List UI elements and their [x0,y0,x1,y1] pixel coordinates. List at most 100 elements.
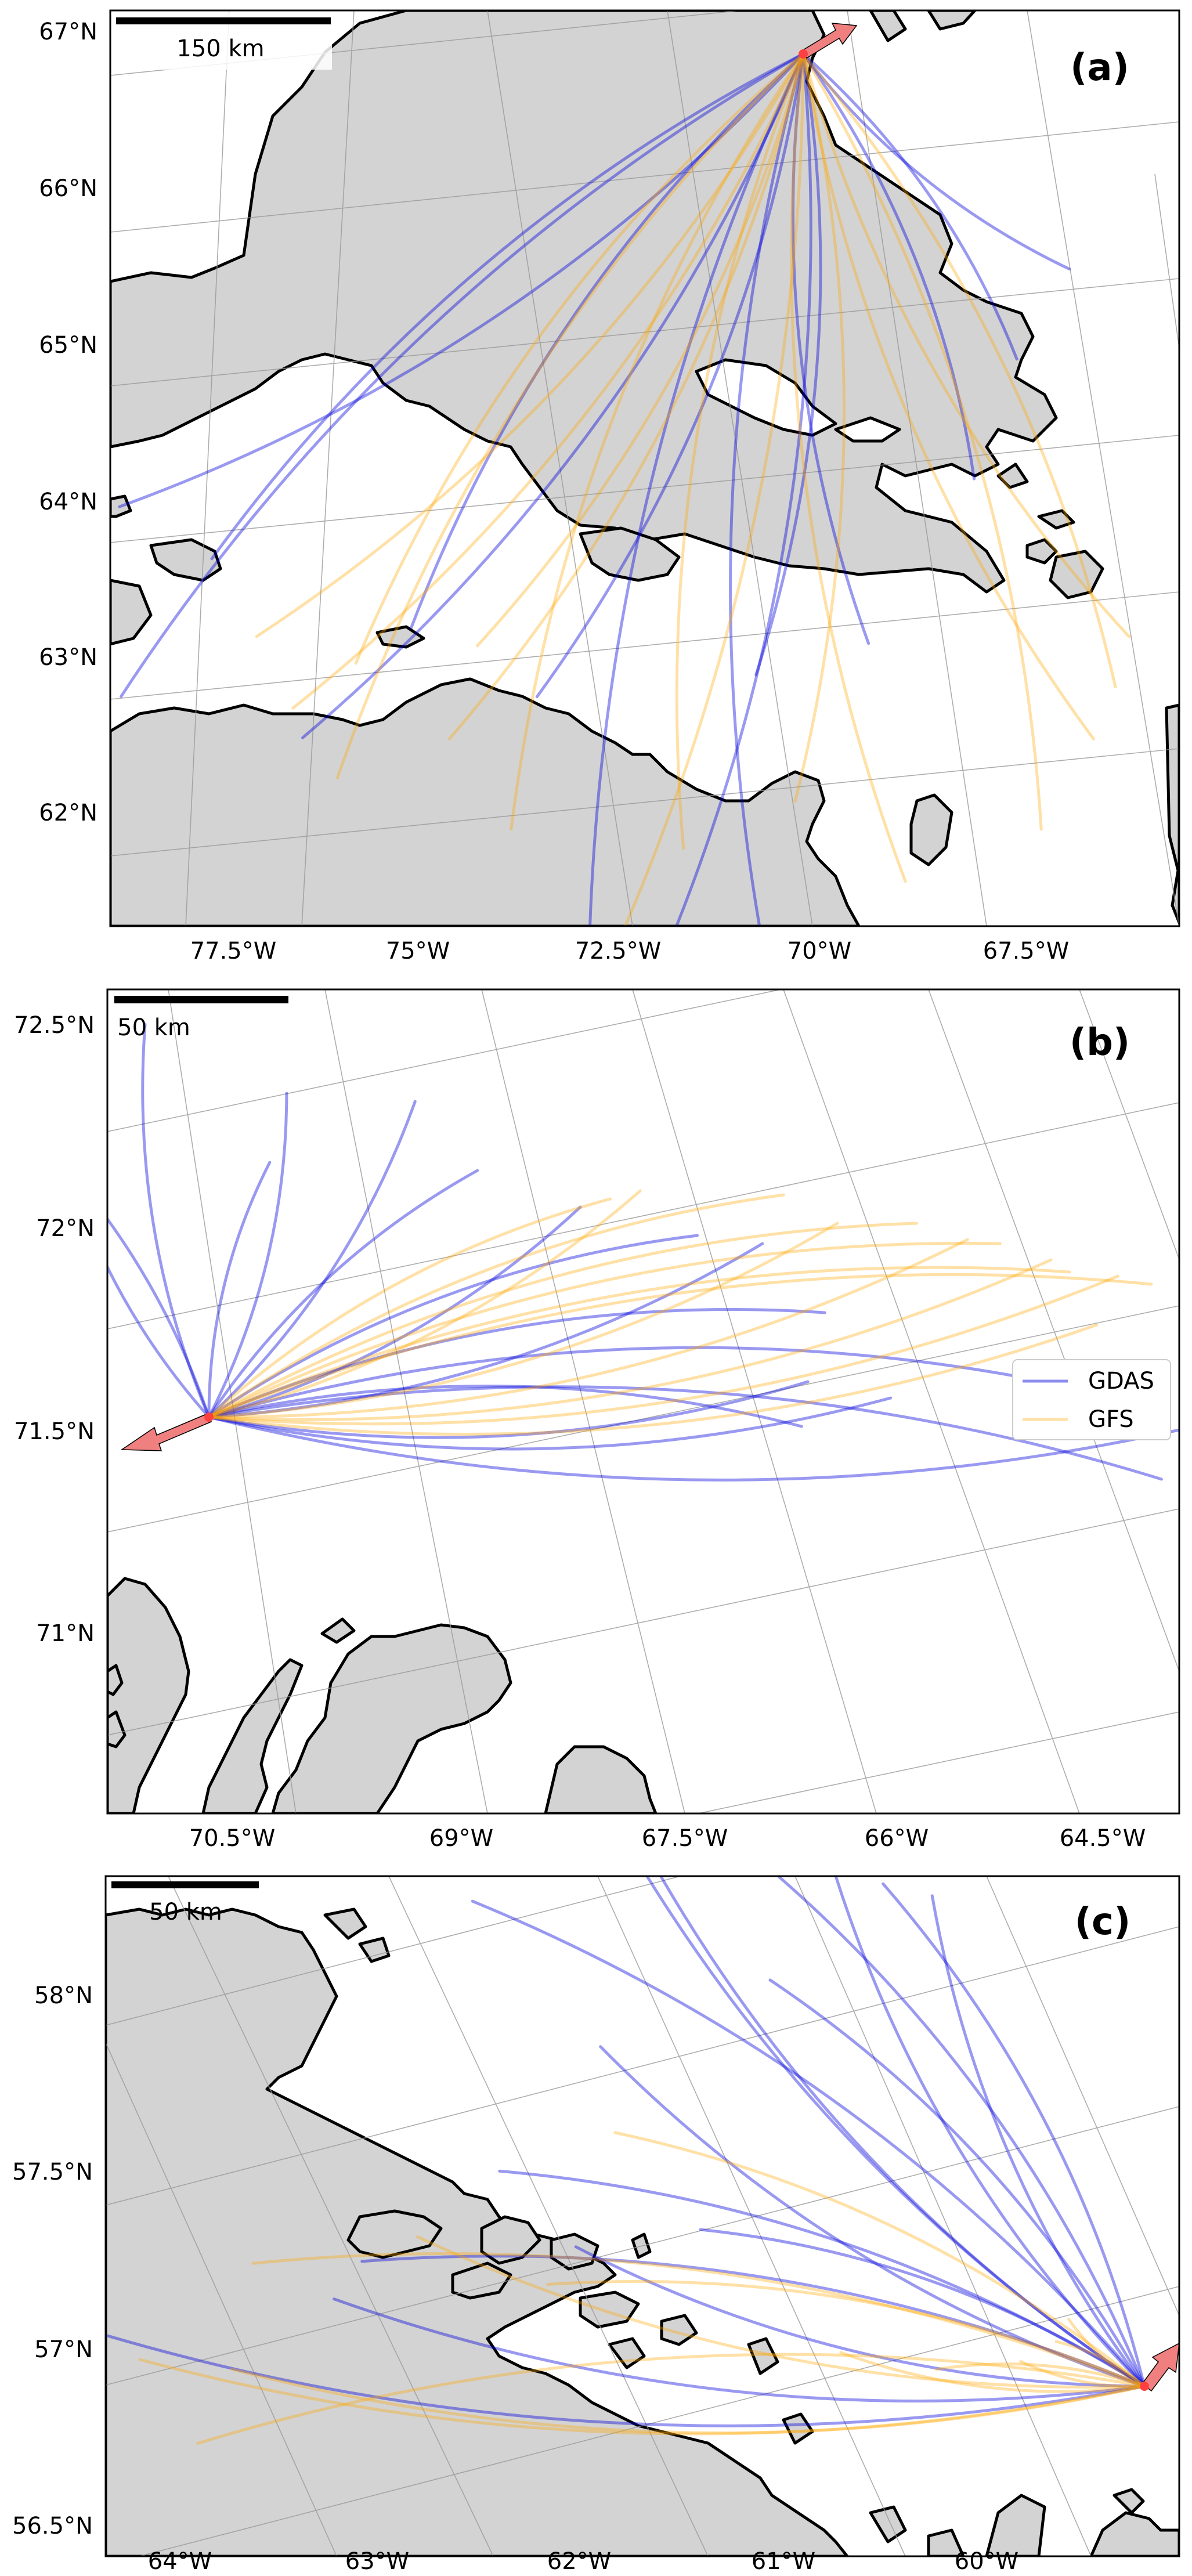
trajectory-gdas [699,2228,1146,2388]
panel-c-trajectories [106,1876,1146,2445]
panel-b-graticule [107,989,1179,1813]
trajectory-gdas [574,2245,1146,2388]
trajectory-gfs [1054,2340,1146,2388]
trajectory-gdas [498,2169,1146,2388]
panel-b-land [107,1577,658,1813]
trajectory-gfs [207,1193,785,1419]
panel-a-lon-tick: 75°W [386,938,450,964]
panel-a-trajectories [118,52,1131,926]
panel-a-lat-tick: 62°N [39,800,97,826]
panel-b-lon-tick: 66°W [865,1825,929,1852]
trajectory-gdas [333,2297,1146,2402]
trajectory-gfs [230,2368,1146,2434]
panel-a-lon-tick: 77.5°W [190,938,277,964]
panel-b-scale-label: 50 km [117,1014,190,1041]
trajectory-gfs [138,2358,1146,2436]
trajectory-gdas [588,52,805,926]
trajectory-gfs [207,1238,969,1419]
trajectory-gdas [207,1234,699,1419]
trajectory-gfs [207,1222,839,1419]
trajectory-gfs [510,52,805,830]
trajectory-gfs [801,52,1043,831]
panel-c-lon-tick: 64°W [148,2548,212,2575]
panel-c-lat-tick: 56.5°N [12,2513,93,2539]
trajectory-gdas [360,2255,1146,2388]
trajectory-gdas [207,1308,826,1419]
panel-a-label: (a) [1070,46,1129,89]
trajectory-gdas [207,1242,764,1419]
panel-a-lon-tick: 67.5°W [983,938,1070,964]
panel-b: 50 km (b) GDAS GFS 72.5°N 72°N 71.5°N 71… [14,988,1180,1852]
trajectory-gfs [448,52,805,740]
trajectory-gfs [934,2362,1146,2388]
trajectory-gdas [471,1899,1146,2388]
trajectory-gdas [882,1882,1146,2388]
trajectory-gdas [141,1023,211,1419]
trajectory-gdas [207,1384,803,1428]
panel-a-scale-bar: 150 km [111,12,332,70]
trajectory-gfs [839,2351,1146,2393]
trajectory-gfs [207,1197,612,1419]
panel-b-legend: GDAS GFS [1012,1359,1171,1440]
panel-a-direction-arrow [799,23,858,59]
panel-b-trajectories [107,1023,1179,1482]
panel-b-lat-ticks: 72.5°N 72°N 71.5°N 71°N [14,1012,95,1647]
panel-c-lon-ticks: 64°W 63°W 62°W 61°W 60°W [148,2548,1018,2575]
trajectory-gfs [335,52,805,780]
trajectory-gfs [255,52,805,638]
trajectory-gdas [776,1876,1146,2388]
trajectory-gdas [801,52,1071,270]
panel-a-scale-label: 150 km [176,35,264,62]
panel-a-lat-tick: 63°N [39,644,97,671]
panel-c-lon-tick: 63°W [345,2548,409,2575]
panel-c-lon-tick: 60°W [955,2548,1018,2575]
trajectory-gfs [196,2353,1146,2445]
trajectory-gdas [120,52,805,698]
panel-b-lat-tick: 72°N [36,1215,95,1242]
trajectory-gdas [107,1216,211,1419]
trajectory-gdas [107,1264,211,1419]
panel-b-label: (b) [1070,1021,1130,1064]
trajectory-gdas [207,1396,893,1451]
panel-a-lon-ticks: 77.5°W 75°W 72.5°W 70°W 67.5°W [190,938,1070,964]
panel-c-scale-label: 50 km [149,1899,222,1925]
trajectory-gfs [790,52,907,883]
trajectory-gfs [207,1189,642,1419]
trajectory-gdas [207,1346,1047,1419]
trajectory-gdas [409,52,805,630]
trajectory-gfs [354,52,805,665]
trajectory-gfs [546,2279,1146,2388]
trajectory-gfs [801,52,1095,740]
trajectory-gdas [301,52,805,739]
panel-b-lat-tick: 72.5°N [14,1012,95,1039]
trajectory-gdas [106,2334,1146,2427]
trajectory-gdas [801,52,976,480]
trajectory-gdas [535,52,805,699]
trajectory-gdas [118,52,805,508]
trajectory-gdas [207,1092,288,1419]
panel-c-lat-ticks: 58°N 57.5°N 57°N 56.5°N [12,1982,93,2539]
panel-c-scale-bar: 50 km [111,1881,259,1925]
trajectory-gdas [768,1978,1146,2388]
panel-b-lon-tick: 69°W [429,1825,493,1852]
panel-b-lon-ticks: 70.5°W 69°W 67.5°W 66°W 64.5°W [189,1825,1146,1852]
panel-a-land [110,10,1179,926]
panel-c-lon-tick: 61°W [752,2548,815,2575]
trajectory-gdas [659,1876,1146,2388]
trajectory-gfs [207,1323,1099,1436]
panel-b-lon-tick: 67.5°W [642,1825,728,1852]
trajectory-gfs [801,52,1117,689]
trajectory-gfs [793,52,846,803]
trajectory-gdas [207,1169,479,1419]
panel-c-label: (c) [1075,1901,1130,1943]
trajectory-gfs [207,1222,918,1419]
trajectory-gfs [613,2131,1146,2388]
trajectory-gdas [210,52,805,561]
trajectory-gfs [207,1241,1002,1419]
trajectory-gfs [1019,2360,1146,2388]
trajectory-gfs [675,52,805,850]
panel-b-lon-tick: 64.5°W [1060,1825,1146,1852]
panel-a-lon-tick: 72.5°W [575,938,662,964]
panel-b-scale-bar: 50 km [114,996,288,1041]
